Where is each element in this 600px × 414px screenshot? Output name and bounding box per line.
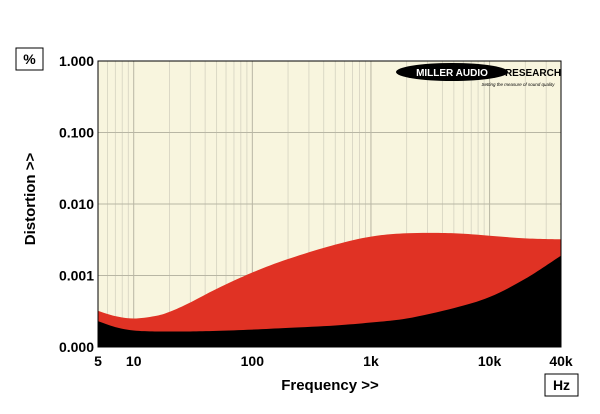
svg-text:Setting the measure of sound q: Setting the measure of sound quality: [481, 82, 555, 87]
x-axis-title: Frequency >>: [281, 377, 379, 394]
x-tick-label: 10k: [478, 353, 502, 369]
distortion-area-black: [98, 255, 561, 347]
y-tick-label: 0.001: [59, 268, 94, 284]
x-tick-label: 100: [241, 353, 265, 369]
x-unit-label: Hz: [553, 377, 570, 393]
x-tick-label: 1k: [363, 353, 379, 369]
series-areas: [98, 232, 561, 347]
x-tick-label: 10: [126, 353, 142, 369]
y-tick-label: 1.000: [59, 53, 94, 69]
miller-audio-research-logo: MILLER AUDIO RESEARCH Setting the measur…: [396, 63, 561, 87]
y-tick-label: 0.100: [59, 125, 94, 141]
y-unit-label: %: [23, 51, 36, 67]
y-axis-title: Distortion >>: [22, 153, 39, 246]
y-tick-labels: 0.000 0.001 0.010 0.100 1.000: [59, 53, 94, 355]
y-unit-box: %: [15, 47, 44, 71]
svg-text:RESEARCH: RESEARCH: [505, 68, 561, 79]
y-tick-label: 0.010: [59, 196, 94, 212]
x-tick-label: 40k: [549, 353, 573, 369]
plot-frame: [97, 60, 562, 348]
y-tick-label: 0.000: [59, 339, 94, 355]
x-tick-labels: 5 10 100 1k 10k 40k: [94, 353, 573, 369]
x-tick-label: 5: [94, 353, 102, 369]
x-unit-box: Hz: [544, 373, 579, 397]
svg-text:MILLER AUDIO: MILLER AUDIO: [416, 68, 488, 79]
